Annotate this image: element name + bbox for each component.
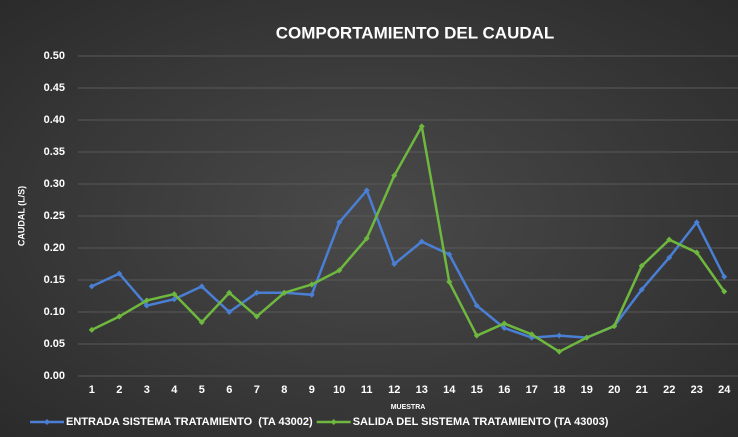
point — [116, 270, 123, 277]
point — [583, 334, 590, 341]
point — [528, 331, 535, 338]
point — [721, 273, 728, 280]
x-tick-label: 9 — [309, 384, 315, 396]
chart-title: COMPORTAMIENTO DEL CAUDAL — [276, 23, 555, 42]
point — [198, 283, 205, 290]
point — [308, 291, 315, 298]
y-tick-label: 0.20 — [44, 242, 65, 254]
y-tick-label: 0.50 — [44, 50, 65, 62]
x-tick-label: 17 — [526, 384, 538, 396]
point — [226, 289, 233, 296]
y-tick-label: 0.10 — [44, 306, 65, 318]
x-tick-label: 23 — [691, 384, 703, 396]
x-tick-label: 24 — [718, 384, 731, 396]
x-tick-label: 14 — [443, 384, 456, 396]
point — [693, 249, 700, 256]
point — [143, 302, 150, 309]
x-tick-label: 2 — [116, 384, 122, 396]
x-tick-label: 4 — [171, 384, 178, 396]
point — [638, 262, 645, 269]
x-tick-label: 12 — [388, 384, 400, 396]
point — [363, 187, 370, 194]
x-tick-label: 8 — [281, 384, 287, 396]
y-tick-label: 0.30 — [44, 178, 65, 190]
y-tick-label: 0.45 — [44, 82, 65, 94]
point — [418, 238, 425, 245]
x-tick-label: 10 — [333, 384, 345, 396]
y-tick-label: 0.05 — [44, 338, 65, 350]
point — [336, 219, 343, 226]
point — [666, 254, 673, 261]
point — [363, 235, 370, 242]
x-tick-label: 16 — [498, 384, 510, 396]
x-tick-label: 3 — [144, 384, 150, 396]
legend-label: SALIDA DEL SISTEMA TRATAMIENTO (TA 43003… — [353, 416, 609, 428]
point — [226, 309, 233, 315]
point — [721, 288, 728, 295]
point — [171, 291, 178, 298]
point — [198, 319, 205, 326]
legend-marker — [44, 419, 50, 425]
y-axis-label: CAUDAL (L/S) — [16, 186, 26, 246]
y-tick-label: 0.15 — [44, 274, 65, 286]
y-tick-label: 0.40 — [44, 114, 65, 126]
y-tick-label: 0.00 — [44, 370, 65, 382]
point — [171, 296, 178, 303]
x-tick-label: 7 — [254, 384, 260, 396]
point — [308, 281, 315, 288]
x-tick-label: 15 — [471, 384, 483, 396]
point — [501, 320, 508, 327]
x-tick-label: 19 — [581, 384, 593, 396]
x-tick-label: 13 — [416, 384, 428, 396]
x-tick-label: 18 — [553, 384, 565, 396]
point — [253, 289, 260, 296]
point — [556, 348, 563, 355]
x-tick-label: 20 — [608, 384, 620, 396]
x-tick-label: 21 — [636, 384, 648, 396]
point — [88, 326, 95, 333]
point — [116, 313, 123, 320]
series-line — [91, 189, 726, 339]
point — [501, 325, 508, 331]
point — [611, 323, 618, 330]
x-axis-label: MUESTRA — [391, 404, 426, 411]
point — [88, 283, 95, 290]
point — [666, 236, 673, 243]
y-tick-label: 0.25 — [44, 210, 65, 222]
point — [391, 172, 398, 179]
y-tick-label: 0.35 — [44, 146, 65, 158]
point — [473, 302, 480, 309]
point — [473, 332, 480, 339]
x-tick-label: 11 — [361, 384, 373, 396]
point — [281, 289, 288, 296]
point — [446, 278, 453, 285]
point — [638, 286, 645, 293]
x-tick-label: 5 — [199, 384, 205, 396]
legend-marker — [330, 419, 337, 425]
point — [253, 313, 260, 320]
x-tick-label: 22 — [663, 384, 675, 396]
legend-label: ENTRADA SISTEMA TRATAMIENTO (TA 43002) — [66, 416, 313, 428]
point — [143, 297, 150, 304]
point — [336, 267, 343, 274]
series-line — [91, 125, 726, 353]
point — [418, 123, 425, 130]
point — [693, 219, 700, 226]
point — [446, 251, 453, 258]
x-tick-label: 1 — [89, 384, 95, 396]
point — [556, 332, 563, 339]
point — [391, 261, 398, 267]
x-tick-label: 6 — [226, 384, 232, 396]
